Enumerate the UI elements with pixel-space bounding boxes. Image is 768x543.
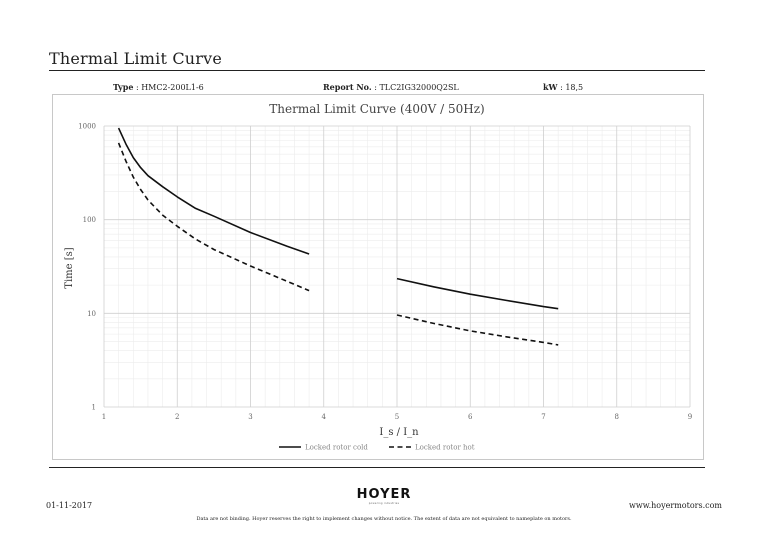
kw-field: kW : 18,5 <box>543 82 583 92</box>
x-axis-label: I_s / I_n <box>379 427 419 438</box>
website-link[interactable]: www.hoyermotors.com <box>629 501 722 510</box>
footer-date: 01-11-2017 <box>46 501 93 510</box>
x-tick-label: 4 <box>322 413 327 421</box>
x-tick-label: 3 <box>248 413 252 421</box>
y-tick-label: 1000 <box>78 123 96 131</box>
x-tick-label: 6 <box>468 413 473 421</box>
legend: Locked rotor cold Locked rotor hot <box>279 444 475 452</box>
chart-title: Thermal Limit Curve (400V / 50Hz) <box>269 102 484 116</box>
report-field: Report No. : TLC2IG32000Q2SL <box>323 82 459 92</box>
hot-curve-segment <box>396 314 559 346</box>
x-tick-label: 7 <box>541 413 545 421</box>
header-divider <box>49 70 705 71</box>
footer-divider <box>49 467 705 468</box>
type-field: Type : HMC2-200L1-6 <box>113 82 204 92</box>
kw-value: : 18,5 <box>560 83 584 92</box>
hot-curve-segment <box>117 142 310 292</box>
chart-frame <box>52 94 704 460</box>
x-tick-label: 5 <box>395 413 399 421</box>
x-tick-label: 2 <box>175 413 179 421</box>
cold-curve-segment <box>396 277 559 310</box>
type-label: Type <box>113 82 134 92</box>
y-tick-label: 100 <box>83 216 96 224</box>
page-title: Thermal Limit Curve <box>49 49 223 68</box>
cold-curve-segment <box>117 127 310 255</box>
major-gridlines <box>103 125 691 408</box>
x-tick-label: 9 <box>688 413 692 421</box>
disclaimer-text: Data are not binding. Hoyer reserves the… <box>196 516 572 522</box>
logo-wordmark: HOYER <box>356 487 412 502</box>
y-axis-label: Time [s] <box>64 247 75 288</box>
x-tick-label: 1 <box>102 413 106 421</box>
y-tick-labels: 1 10 100 1000 <box>78 123 96 412</box>
legend-label: Locked rotor hot <box>415 444 475 452</box>
legend-label: Locked rotor cold <box>305 444 368 452</box>
x-tick-labels: 1 2 3 4 5 6 7 8 9 <box>102 413 692 421</box>
logo-tagline: powering industries <box>368 502 400 505</box>
type-value: : HMC2-200L1-6 <box>135 83 204 92</box>
report-value: : TLC2IG32000Q2SL <box>374 83 459 92</box>
y-tick-label: 10 <box>87 310 96 318</box>
hoyer-logo: HOYER powering industries <box>356 487 412 506</box>
x-tick-label: 8 <box>615 413 619 421</box>
report-label: Report No. <box>323 82 372 92</box>
kw-label: kW <box>543 82 558 92</box>
y-tick-label: 1 <box>92 404 96 412</box>
series-layer <box>117 127 559 346</box>
